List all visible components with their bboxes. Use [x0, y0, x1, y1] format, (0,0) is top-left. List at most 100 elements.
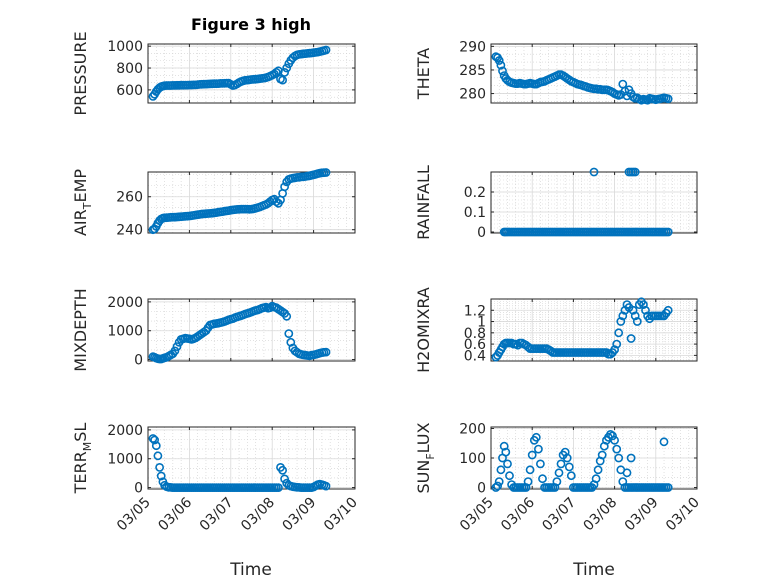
h2omixra-y-tick-label: 1.2: [464, 303, 486, 319]
x-axis-label-left: Time: [229, 560, 272, 580]
subplot-theta: 280 285 290 THETA: [414, 39, 698, 105]
air-temp-data-point: [280, 182, 289, 192]
rainfall-y-axis-label: RAINFALL: [414, 165, 433, 240]
pressure-data-point: [321, 45, 331, 55]
sun-flux-data-point: [610, 435, 619, 445]
sun-flux-series: [491, 429, 673, 492]
air-temp-y-label-tail: EMP: [71, 169, 90, 203]
sun-flux-data-point: [505, 471, 514, 481]
h2omixra-series: [491, 297, 673, 362]
terr-msl-y-label-subscript: M: [81, 442, 94, 452]
sun-flux-data-point: [552, 477, 562, 486]
sun-flux-data-point: [499, 441, 509, 451]
h2omixra-y-tick-label: 0.6: [464, 337, 486, 353]
mixdepth-data-point: [282, 311, 292, 321]
terr-msl-y-tick-label: 0: [134, 481, 143, 497]
mixdepth-y-tick-label: 0: [134, 353, 143, 369]
theta-data-point: [663, 94, 673, 104]
air-temp-data-point: [271, 197, 281, 207]
sun-flux-data-point: [564, 462, 574, 472]
pressure-data-point: [278, 75, 287, 85]
sun-flux-x-tick-label: 03/08: [581, 495, 621, 535]
sun-flux-data-point: [501, 447, 511, 457]
terr-msl-data-point: [156, 471, 166, 481]
x-axis-label-right: Time: [572, 560, 615, 580]
sun-flux-x-tick-label: 03/10: [663, 495, 703, 535]
subplot-rainfall: 0 0.1 0.2 RAINFALL: [414, 165, 698, 241]
rainfall-y-label-main: RAINFALL: [414, 165, 433, 240]
sun-flux-data-point: [626, 453, 636, 463]
terr-msl-data-point: [150, 435, 159, 445]
air-temp-series: [148, 168, 331, 235]
figure-title: Figure 3 high: [191, 15, 311, 34]
sun-flux-y-label-tail: LUX: [414, 422, 433, 453]
pressure-data-point: [280, 68, 289, 77]
h2omixra-data-point: [618, 311, 628, 321]
theta-data-point: [643, 95, 652, 105]
sun-flux-x-tick-label: 03/07: [539, 495, 579, 535]
sun-flux-data-point: [554, 468, 564, 478]
subplot-sun-flux: 0 100 200 SUNFLUX 03/05 03/06 03/07 03/08 03/09 0…: [414, 421, 703, 534]
mixdepth-axes-box: [147, 298, 356, 362]
terr-msl-y-axis-label: TERRMSL: [71, 423, 94, 495]
terr-msl-x-tick-label: 03/09: [280, 495, 320, 535]
terr-msl-x-tick-label: 03/06: [155, 494, 195, 534]
pressure-data-point: [282, 63, 292, 73]
sun-flux-data-point: [523, 477, 533, 486]
theta-y-tick-label: 285: [459, 63, 486, 79]
sun-flux-x-tick-label: 03/09: [622, 495, 662, 535]
sun-flux-data-point: [622, 468, 632, 478]
sun-flux-y-tick-label: 100: [459, 451, 486, 467]
mixdepth-data-point: [172, 342, 182, 351]
mixdepth-series: [148, 301, 331, 364]
sun-flux-y-axis-label: SUNFLUX: [414, 422, 437, 493]
theta-data-point: [498, 66, 507, 76]
sun-flux-data-point: [608, 431, 617, 441]
h2omixra-axes-box: [490, 298, 698, 362]
h2omixra-data-point: [610, 345, 619, 355]
rainfall-data-point: [663, 227, 673, 237]
theta-axes-box: [490, 43, 698, 104]
h2omixra-data-point: [612, 339, 622, 349]
sun-flux-data-point: [527, 450, 537, 460]
terr-msl-data-point: [273, 483, 283, 492]
terr-msl-data-point: [155, 462, 164, 472]
terr-msl-y-label-main: TERR: [71, 451, 90, 494]
h2omixra-y-tick-label: 1: [477, 315, 486, 331]
air-temp-axes-box: [147, 171, 356, 234]
air-temp-data-point: [321, 168, 331, 177]
pressure-y-axis-label: PRESSURE: [71, 31, 90, 115]
air-temp-minor-grid: [148, 172, 355, 233]
h2omixra-y-tick-label: 0.4: [464, 348, 486, 364]
sun-flux-x-tick-label: 03/05: [457, 495, 497, 535]
terr-msl-data-point: [278, 465, 287, 475]
pressure-y-tick-label: 1000: [107, 39, 143, 55]
sun-flux-x-tick-label: 03/06: [498, 494, 538, 534]
sun-flux-data-point: [538, 474, 547, 484]
air-temp-y-label-subscript: T: [81, 202, 94, 210]
terr-msl-series: [148, 434, 331, 492]
h2omixra-data-point: [632, 317, 642, 326]
subplot-mixdepth: 0 1000 2000 MIXDEPTH: [71, 288, 356, 372]
mixdepth-data-point: [170, 346, 180, 356]
mixdepth-data-point: [284, 329, 294, 338]
h2omixra-data-point: [626, 334, 636, 343]
h2omixra-data-point: [628, 305, 638, 315]
terr-msl-data-point: [151, 441, 161, 451]
rainfall-data-point: [630, 167, 640, 177]
h2omixra-data-point: [663, 305, 673, 315]
sun-flux-data-point: [659, 437, 669, 447]
terr-msl-plot-area: [148, 427, 355, 489]
sun-flux-data-point: [536, 459, 545, 469]
theta-y-label-main: THETA: [414, 48, 433, 100]
sun-flux-data-point: [614, 453, 624, 463]
terr-msl-x-tick-label: 03/05: [114, 495, 154, 535]
pressure-data-point: [271, 68, 281, 77]
sun-flux-data-point: [606, 429, 615, 439]
sun-flux-data-point: [556, 459, 566, 469]
rainfall-y-tick-label: 0.2: [464, 185, 486, 201]
sun-flux-y-tick-label: 0: [477, 481, 486, 497]
terr-msl-data-point: [153, 451, 163, 461]
